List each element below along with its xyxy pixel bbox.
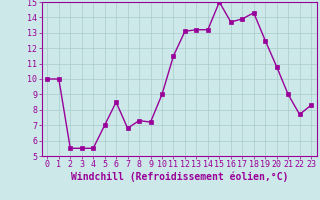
X-axis label: Windchill (Refroidissement éolien,°C): Windchill (Refroidissement éolien,°C) xyxy=(70,172,288,182)
